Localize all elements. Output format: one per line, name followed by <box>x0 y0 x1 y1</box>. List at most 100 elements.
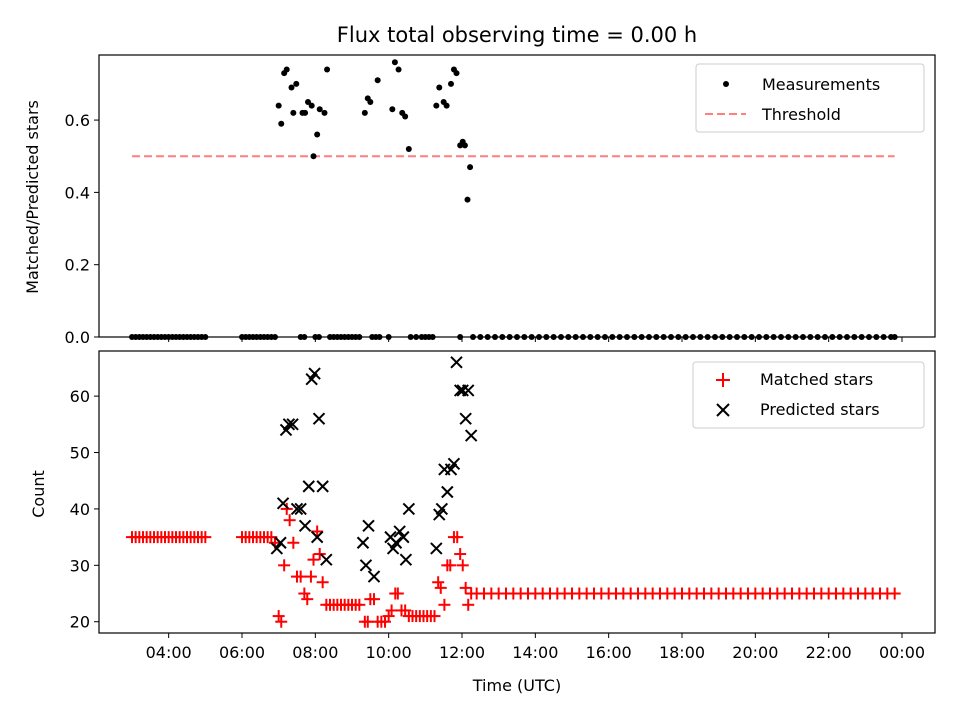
matched-star-point <box>199 531 212 544</box>
matched-star-point <box>459 581 472 594</box>
predicted-star-stroke-b <box>274 536 287 549</box>
measurement-point <box>275 102 282 109</box>
top-y-tick-label: 0.2 <box>65 256 90 275</box>
figure-title: Flux total observing time = 0.00 h <box>337 23 697 47</box>
predicted-star-point <box>367 570 381 583</box>
predicted-star-point <box>399 553 413 566</box>
predicted-star-point <box>389 536 403 549</box>
measurement-point <box>324 66 331 73</box>
matched-star-point <box>278 559 291 572</box>
matched-star-point <box>382 610 395 623</box>
measurement-point <box>461 142 468 149</box>
predicted-star-point <box>310 530 324 544</box>
predicted-star-point <box>320 553 333 566</box>
bottom-x-label: Time (UTC) <box>472 676 561 695</box>
predicted-star-stroke-b <box>359 559 373 572</box>
measurement-point <box>467 164 474 171</box>
matched-star-point <box>428 610 441 623</box>
measurement-point <box>391 59 398 66</box>
predicted-star-point <box>464 429 478 442</box>
matched-star-point <box>272 610 285 623</box>
measurement-point <box>314 131 321 138</box>
top-x-ticks <box>168 337 903 342</box>
predicted-star-stroke-b <box>402 502 416 516</box>
bottom-y-tick-label: 50 <box>70 444 90 463</box>
bottom-y-tick-label: 30 <box>70 556 90 575</box>
bottom-y-tick-label: 20 <box>70 613 90 632</box>
measurement-point <box>278 120 285 127</box>
predicted-star-point <box>286 418 299 431</box>
matched-star-point <box>304 570 317 583</box>
bottom-x-tick-label: 08:00 <box>292 643 338 662</box>
bottom-x-tick-label: 14:00 <box>512 643 558 662</box>
bottom-x-ticks: 04:00 06:00 08:00 10:00 12:00 14:00 16:00 18:00… <box>146 633 925 662</box>
measurement-point <box>283 66 290 73</box>
predicted-star-point <box>276 497 290 510</box>
measurement-point <box>308 102 315 109</box>
predicted-star-stroke-b <box>316 480 329 493</box>
predicted-star-stroke-b <box>399 553 413 566</box>
predicted-star-point <box>359 559 373 572</box>
predicted-star-stroke-b <box>308 367 321 380</box>
top-legend: Measurements Threshold <box>695 63 925 133</box>
predicted-star-point <box>447 457 461 471</box>
legend-measurements-marker <box>723 81 729 87</box>
bottom-x-tick-label: 16:00 <box>586 643 632 662</box>
measurement-point <box>395 66 402 73</box>
bottom-x-tick-label: 20:00 <box>732 643 778 662</box>
matched-star-point <box>298 587 311 600</box>
matched-star-point <box>456 559 469 572</box>
measurement-point <box>405 146 412 152</box>
predicted-star-point <box>298 519 312 533</box>
predicted-star-point <box>456 384 469 397</box>
predicted-star-point <box>282 418 296 431</box>
predicted-star-stroke-b <box>397 530 410 544</box>
matched-star-point <box>444 559 457 572</box>
bottom-x-tick-label: 12:00 <box>439 643 485 662</box>
matched-star-point <box>311 525 324 538</box>
bottom-x-tick-label: 22:00 <box>806 643 852 662</box>
predicted-star-stroke-b <box>384 530 397 544</box>
predicted-star-point <box>356 536 370 549</box>
top-y-tick-label: 0.0 <box>65 328 90 347</box>
predicted-star-stroke-b <box>356 536 370 549</box>
legend-threshold-label: Threshold <box>761 105 841 124</box>
predicted-star-stroke-b <box>456 384 469 397</box>
predicted-star-stroke-b <box>310 530 324 544</box>
measurement-point <box>305 99 311 105</box>
measurement-point <box>361 109 368 116</box>
matched-star-point <box>454 548 467 561</box>
bottom-panel: Count Time (UTC) 20 30 40 50 60 04:00 06:00 08… <box>29 350 936 695</box>
bottom-y-label: Count <box>29 470 48 518</box>
matched-star-point <box>391 587 404 600</box>
bottom-legend: Matched stars Predicted stars <box>692 361 925 429</box>
matched-star-point <box>462 598 475 611</box>
top-panel: Matched/Predicted stars 0.0 0.2 0.4 0.6 Mea… <box>23 54 936 347</box>
matched-star-point <box>888 587 901 600</box>
matched-star-point <box>451 531 464 544</box>
legend-predicted-marker <box>716 403 730 417</box>
predicted-star-point <box>430 542 443 555</box>
matched-star-point <box>275 615 288 628</box>
predicted-star-stroke-b <box>320 553 333 566</box>
bottom-y-tick-label: 40 <box>70 500 90 519</box>
measurement-point <box>293 80 300 87</box>
legend-predicted-label: Predicted stars <box>760 400 880 419</box>
predicted-star-stroke-b <box>312 412 326 425</box>
measurement-point <box>402 113 409 120</box>
matched-star-point <box>294 570 307 583</box>
bottom-x-tick-label: 10:00 <box>366 643 412 662</box>
predicted-star-stroke-b <box>290 502 304 516</box>
matched-star-point <box>434 581 447 594</box>
measurement-point <box>389 106 396 113</box>
predicted-star-stroke-b <box>362 519 375 533</box>
predicted-star-stroke-b <box>286 418 299 431</box>
predicted-star-point <box>441 485 454 499</box>
predicted-star-point <box>294 502 307 516</box>
predicted-stars-series <box>270 356 478 583</box>
measurement-point <box>290 109 297 116</box>
predicted-star-stroke-b <box>294 502 307 516</box>
predicted-star-stroke-b <box>367 570 381 583</box>
predicted-star-point <box>362 519 375 533</box>
